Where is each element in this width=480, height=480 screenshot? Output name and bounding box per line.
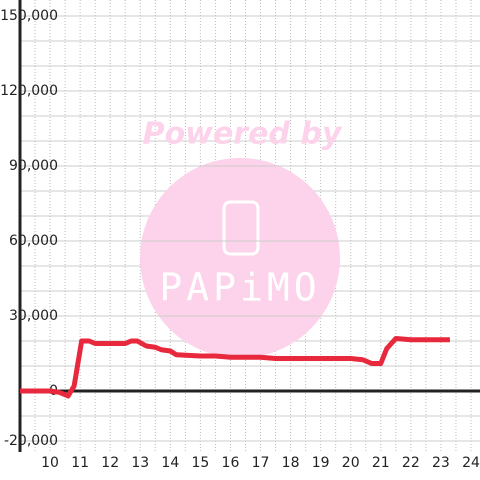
y-tick-label: -20,000 [4, 433, 58, 449]
watermark-circle [140, 158, 340, 358]
x-tick-label: 15 [191, 455, 209, 471]
y-tick-label: 90,000 [9, 158, 58, 174]
data-line [20, 336, 450, 399]
x-tick-label: 17 [252, 455, 270, 471]
x-tick-label: 16 [222, 455, 240, 471]
x-tick-label: 18 [282, 455, 300, 471]
x-tick-label: 21 [372, 455, 390, 471]
watermark-phone [222, 200, 260, 256]
x-tick-label: 13 [131, 455, 149, 471]
watermark-logo: PAPiMO [159, 266, 320, 310]
x-tick-label: 24 [462, 455, 480, 471]
y-tick-label: 150,000 [0, 8, 58, 24]
watermark: Powered by PAPiMO [140, 117, 343, 358]
x-tick-label: 19 [312, 455, 330, 471]
x-tick-label: 23 [432, 455, 450, 471]
x-tick-label: 22 [402, 455, 420, 471]
watermark-text: Powered by [143, 117, 343, 152]
x-tick-label: 10 [41, 455, 59, 471]
y-tick-label: 120,000 [0, 83, 58, 99]
x-tick-label: 20 [342, 455, 360, 471]
y-tick-label: 30,000 [9, 308, 58, 324]
y-tick-label: 60,000 [9, 233, 58, 249]
x-tick-label: 12 [101, 455, 119, 471]
x-tick-label: 14 [161, 455, 179, 471]
x-tick-label: 11 [71, 455, 89, 471]
